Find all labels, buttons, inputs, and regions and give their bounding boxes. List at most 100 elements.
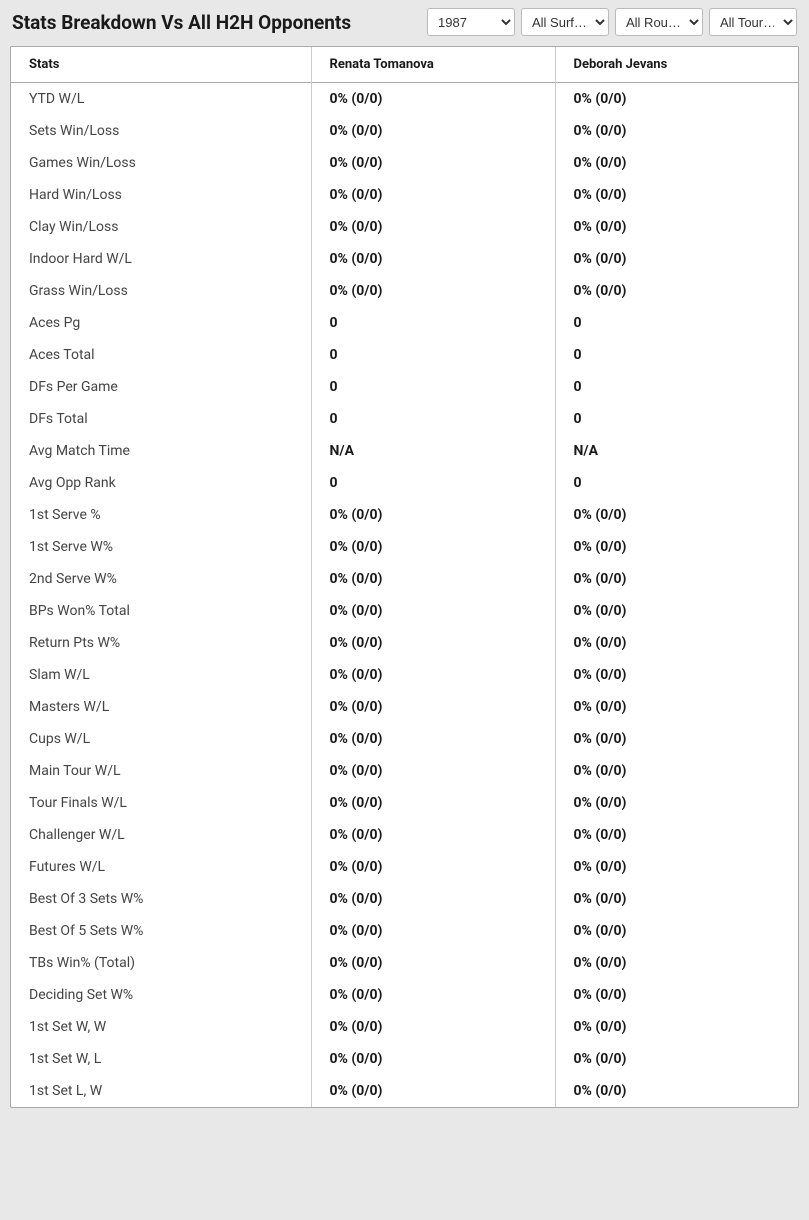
stat-label: Deciding Set W%	[11, 979, 311, 1011]
table-header-row: Stats Renata Tomanova Deborah Jevans	[11, 47, 798, 83]
stat-value-player1: 0% (0/0)	[311, 915, 555, 947]
stat-value-player2: 0% (0/0)	[555, 499, 798, 531]
stat-label: Indoor Hard W/L	[11, 243, 311, 275]
stat-label: Challenger W/L	[11, 819, 311, 851]
table-row: DFs Total00	[11, 403, 798, 435]
table-row: Main Tour W/L0% (0/0)0% (0/0)	[11, 755, 798, 787]
round-select[interactable]: All Rou…	[615, 8, 703, 36]
stat-value-player2: N/A	[555, 435, 798, 467]
table-row: 2nd Serve W%0% (0/0)0% (0/0)	[11, 563, 798, 595]
table-row: Challenger W/L0% (0/0)0% (0/0)	[11, 819, 798, 851]
stat-value-player2: 0	[555, 467, 798, 499]
stat-value-player2: 0	[555, 403, 798, 435]
stat-value-player2: 0	[555, 307, 798, 339]
stat-label: Avg Match Time	[11, 435, 311, 467]
table-row: Avg Opp Rank00	[11, 467, 798, 499]
stat-value-player2: 0% (0/0)	[555, 147, 798, 179]
filter-group: 1987 All Surf… All Rou… All Tour…	[427, 8, 797, 36]
stat-label: Sets Win/Loss	[11, 115, 311, 147]
stat-value-player1: 0% (0/0)	[311, 851, 555, 883]
table-row: 1st Serve W%0% (0/0)0% (0/0)	[11, 531, 798, 563]
stat-value-player1: N/A	[311, 435, 555, 467]
stat-value-player1: 0% (0/0)	[311, 211, 555, 243]
stat-label: DFs Per Game	[11, 371, 311, 403]
table-row: Futures W/L0% (0/0)0% (0/0)	[11, 851, 798, 883]
stat-value-player2: 0% (0/0)	[555, 819, 798, 851]
stat-value-player2: 0% (0/0)	[555, 723, 798, 755]
stat-value-player2: 0% (0/0)	[555, 915, 798, 947]
table-row: Indoor Hard W/L0% (0/0)0% (0/0)	[11, 243, 798, 275]
surface-select[interactable]: All Surf…	[521, 8, 609, 36]
stat-value-player2: 0% (0/0)	[555, 115, 798, 147]
stat-value-player2: 0% (0/0)	[555, 179, 798, 211]
table-row: Aces Pg00	[11, 307, 798, 339]
stat-value-player1: 0% (0/0)	[311, 275, 555, 307]
stat-value-player1: 0% (0/0)	[311, 531, 555, 563]
table-row: Hard Win/Loss0% (0/0)0% (0/0)	[11, 179, 798, 211]
stat-value-player1: 0% (0/0)	[311, 1043, 555, 1075]
table-row: 1st Set L, W0% (0/0)0% (0/0)	[11, 1075, 798, 1107]
stat-value-player1: 0% (0/0)	[311, 243, 555, 275]
stat-value-player2: 0% (0/0)	[555, 659, 798, 691]
stat-value-player2: 0% (0/0)	[555, 627, 798, 659]
table-row: Best Of 3 Sets W%0% (0/0)0% (0/0)	[11, 883, 798, 915]
stat-value-player2: 0% (0/0)	[555, 851, 798, 883]
table-row: YTD W/L0% (0/0)0% (0/0)	[11, 83, 798, 116]
stat-label: Return Pts W%	[11, 627, 311, 659]
stat-label: DFs Total	[11, 403, 311, 435]
stat-label: 2nd Serve W%	[11, 563, 311, 595]
stat-value-player1: 0% (0/0)	[311, 595, 555, 627]
stat-value-player2: 0% (0/0)	[555, 755, 798, 787]
table-row: 1st Set W, W0% (0/0)0% (0/0)	[11, 1011, 798, 1043]
stat-value-player2: 0% (0/0)	[555, 883, 798, 915]
stat-value-player1: 0% (0/0)	[311, 627, 555, 659]
stat-label: Tour Finals W/L	[11, 787, 311, 819]
stat-value-player2: 0	[555, 371, 798, 403]
stat-value-player2: 0% (0/0)	[555, 1075, 798, 1107]
stat-value-player2: 0% (0/0)	[555, 243, 798, 275]
stat-value-player2: 0% (0/0)	[555, 595, 798, 627]
stat-value-player1: 0	[311, 371, 555, 403]
stat-value-player1: 0% (0/0)	[311, 1011, 555, 1043]
stat-value-player1: 0% (0/0)	[311, 883, 555, 915]
table-row: BPs Won% Total0% (0/0)0% (0/0)	[11, 595, 798, 627]
table-row: Sets Win/Loss0% (0/0)0% (0/0)	[11, 115, 798, 147]
stat-label: Games Win/Loss	[11, 147, 311, 179]
stat-label: YTD W/L	[11, 83, 311, 116]
tournament-select[interactable]: All Tour…	[709, 8, 797, 36]
table-row: Masters W/L0% (0/0)0% (0/0)	[11, 691, 798, 723]
stat-value-player2: 0% (0/0)	[555, 1043, 798, 1075]
stat-label: Clay Win/Loss	[11, 211, 311, 243]
table-row: Return Pts W%0% (0/0)0% (0/0)	[11, 627, 798, 659]
stat-value-player1: 0	[311, 339, 555, 371]
stats-container: Stats Breakdown Vs All H2H Opponents 198…	[0, 0, 809, 1116]
table-row: 1st Set W, L0% (0/0)0% (0/0)	[11, 1043, 798, 1075]
table-row: Deciding Set W%0% (0/0)0% (0/0)	[11, 979, 798, 1011]
table-row: Avg Match TimeN/AN/A	[11, 435, 798, 467]
stat-value-player1: 0% (0/0)	[311, 179, 555, 211]
stat-value-player1: 0% (0/0)	[311, 115, 555, 147]
stat-value-player2: 0% (0/0)	[555, 83, 798, 116]
stat-value-player1: 0% (0/0)	[311, 947, 555, 979]
stat-value-player2: 0% (0/0)	[555, 691, 798, 723]
header-bar: Stats Breakdown Vs All H2H Opponents 198…	[10, 8, 799, 36]
stat-label: Best Of 3 Sets W%	[11, 883, 311, 915]
stat-label: Slam W/L	[11, 659, 311, 691]
stat-value-player2: 0% (0/0)	[555, 1011, 798, 1043]
stat-label: Avg Opp Rank	[11, 467, 311, 499]
stat-value-player2: 0% (0/0)	[555, 979, 798, 1011]
table-row: Games Win/Loss0% (0/0)0% (0/0)	[11, 147, 798, 179]
stat-value-player1: 0% (0/0)	[311, 563, 555, 595]
stat-label: 1st Set W, W	[11, 1011, 311, 1043]
stats-table: Stats Renata Tomanova Deborah Jevans YTD…	[11, 47, 798, 1107]
year-select[interactable]: 1987	[427, 8, 515, 36]
table-row: Cups W/L0% (0/0)0% (0/0)	[11, 723, 798, 755]
stat-label: Masters W/L	[11, 691, 311, 723]
table-row: Best Of 5 Sets W%0% (0/0)0% (0/0)	[11, 915, 798, 947]
stat-label: Aces Pg	[11, 307, 311, 339]
stat-value-player1: 0% (0/0)	[311, 499, 555, 531]
stat-label: Best Of 5 Sets W%	[11, 915, 311, 947]
table-row: 1st Serve %0% (0/0)0% (0/0)	[11, 499, 798, 531]
stat-value-player1: 0% (0/0)	[311, 83, 555, 116]
table-row: Tour Finals W/L0% (0/0)0% (0/0)	[11, 787, 798, 819]
